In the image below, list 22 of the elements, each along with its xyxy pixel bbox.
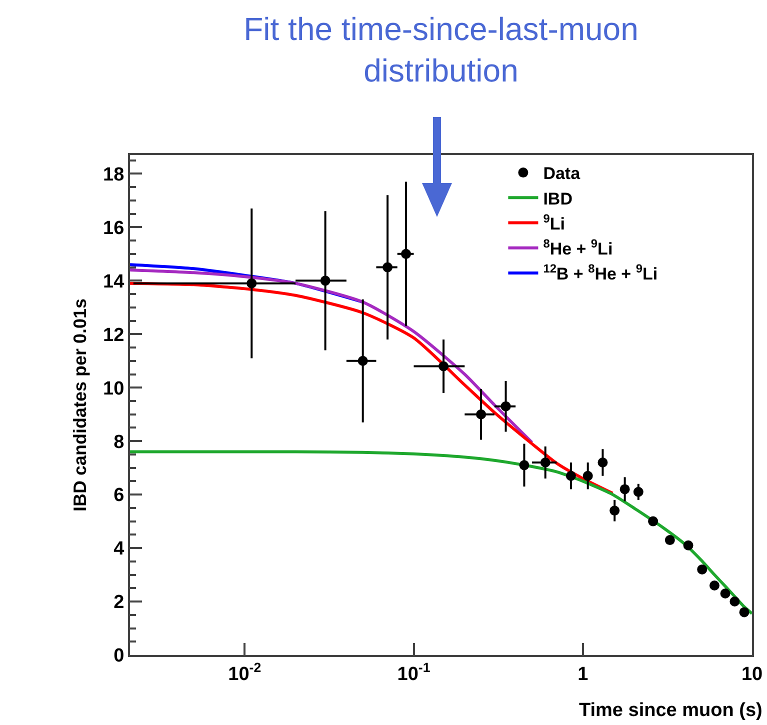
y-tick-label: 8	[114, 432, 124, 453]
x-axis-title: Time since muon (s)	[579, 700, 762, 721]
legend-label: $^{8}$He + $^{9}$Li	[543, 236, 613, 258]
y-tick-label: 4	[114, 538, 125, 560]
y-tick-label: 2	[114, 592, 124, 614]
x-tick-label: 10	[741, 664, 763, 685]
legend-label: $^{9}$Li	[543, 211, 565, 234]
legend-label: $^{12}$B + $^{8}$He + $^{9}$Li	[543, 261, 658, 284]
y-tick-label: 12	[103, 324, 124, 346]
chart-title: Fit the time-since-last-muon distribution	[244, 10, 638, 88]
y-tick-label: 18	[103, 164, 124, 186]
x-tick-label: 10$^{-1}$	[397, 660, 431, 685]
y-tick-label: 6	[114, 485, 124, 506]
y-tick-label: 14	[103, 271, 125, 292]
y-tick-label: 10	[103, 378, 124, 400]
legend-label: Data	[543, 164, 581, 184]
legend-label: IBD	[543, 189, 572, 208]
y-tick-label: 16	[103, 218, 124, 239]
x-tick-label: 10$^{-2}$	[228, 660, 262, 685]
y-axis-title: IBD candidates per 0.01s	[70, 298, 90, 512]
x-tick-label: 1	[578, 664, 589, 685]
y-tick-label: 0	[114, 646, 124, 667]
